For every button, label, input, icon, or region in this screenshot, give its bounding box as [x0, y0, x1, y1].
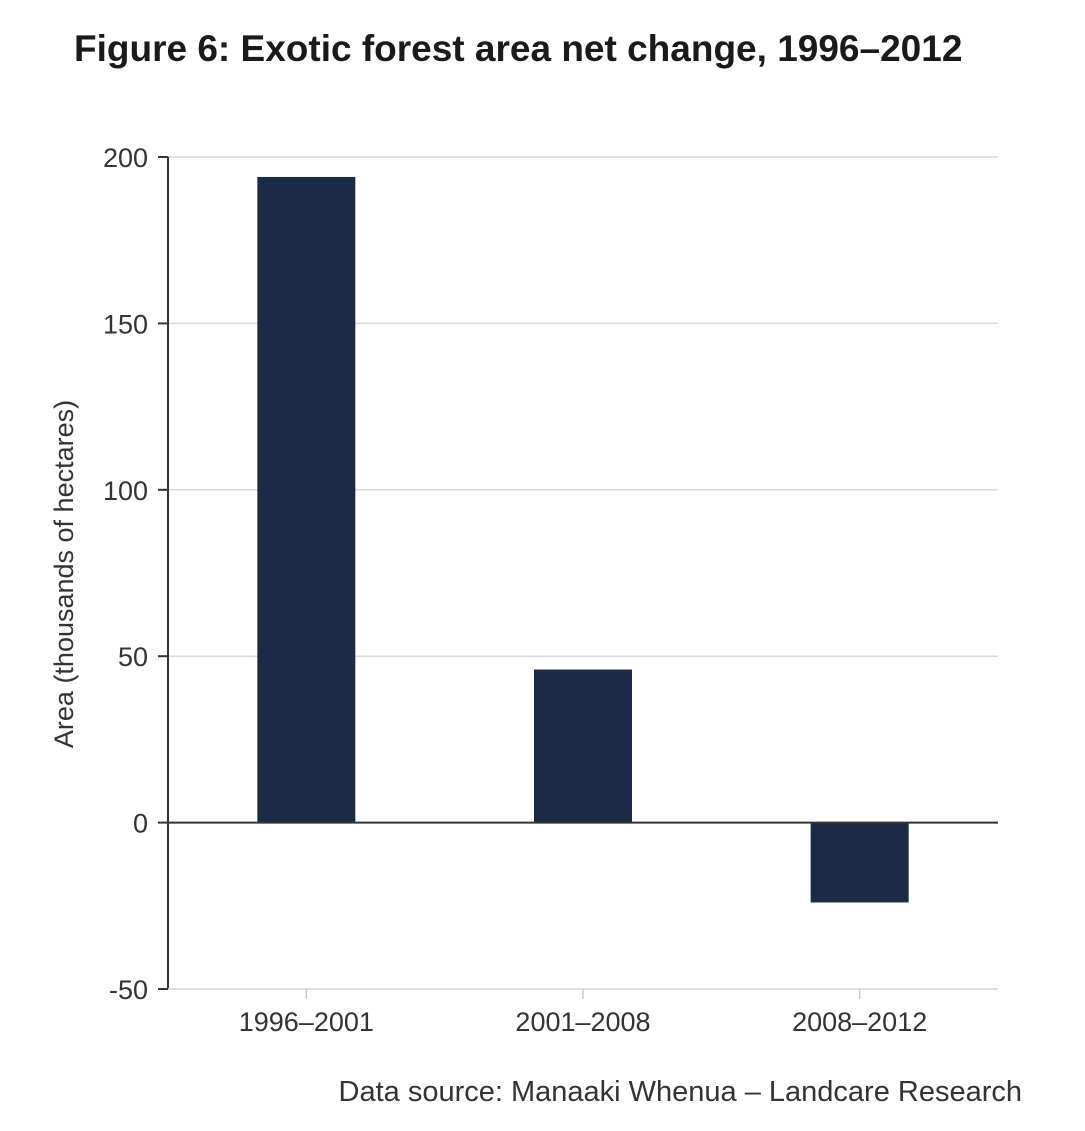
bars [257, 176, 909, 903]
y-tick-label-3: 50 [118, 642, 148, 672]
chart-title: Figure 6: Exotic forest area net change,… [74, 28, 963, 69]
data-source-note: Data source: Manaaki Whenua – Landcare R… [338, 1076, 1023, 1108]
y-axis-title: Area (thousands of hectares) [49, 400, 79, 748]
x-tick-label-1: 2001–2008 [515, 1007, 650, 1037]
x-tick-label-2: 2008–2012 [792, 1007, 927, 1037]
x-tick-labels: 1996–2001 2001–2008 2008–2012 [239, 989, 927, 1037]
y-tick-label-1: 150 [103, 309, 148, 339]
bar-1 [534, 669, 632, 823]
bar-0 [257, 176, 356, 823]
y-tick-label-5: -50 [109, 975, 148, 1005]
y-tick-label-0: 200 [103, 143, 148, 173]
x-tick-label-0: 1996–2001 [239, 1007, 374, 1037]
bar-2 [810, 822, 909, 903]
y-tick-labels: 200 150 100 50 0 -50 [103, 143, 168, 1005]
y-tick-label-4: 0 [133, 809, 148, 839]
y-tick-label-2: 100 [103, 476, 148, 506]
